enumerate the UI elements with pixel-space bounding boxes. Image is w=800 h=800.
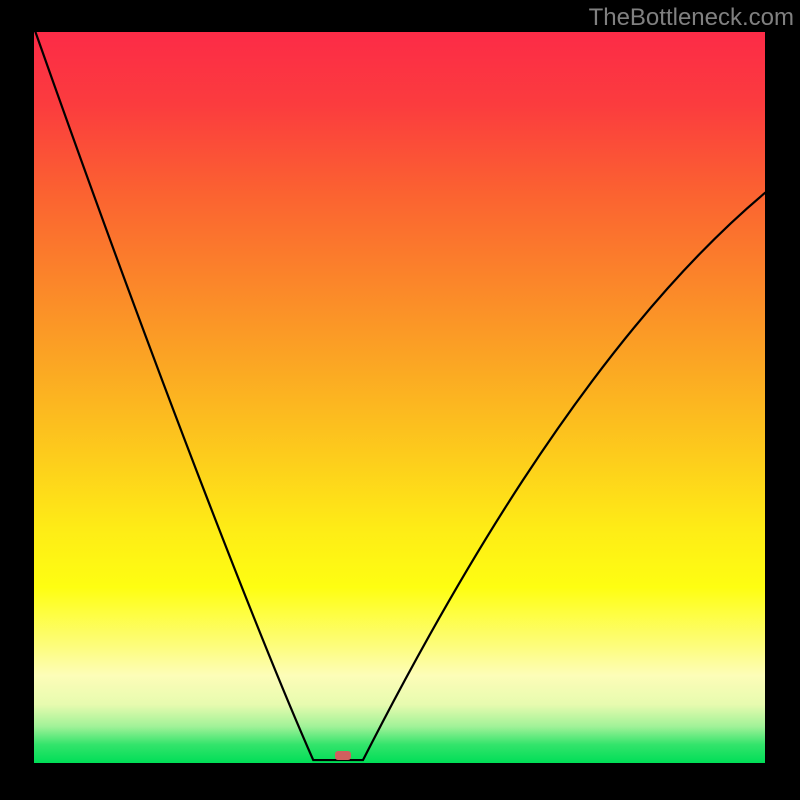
chart-frame: TheBottleneck.com xyxy=(0,0,800,800)
gradient-background xyxy=(34,32,765,763)
watermark-text: TheBottleneck.com xyxy=(589,4,794,32)
plot-area xyxy=(34,32,765,763)
optimum-marker xyxy=(335,751,351,761)
